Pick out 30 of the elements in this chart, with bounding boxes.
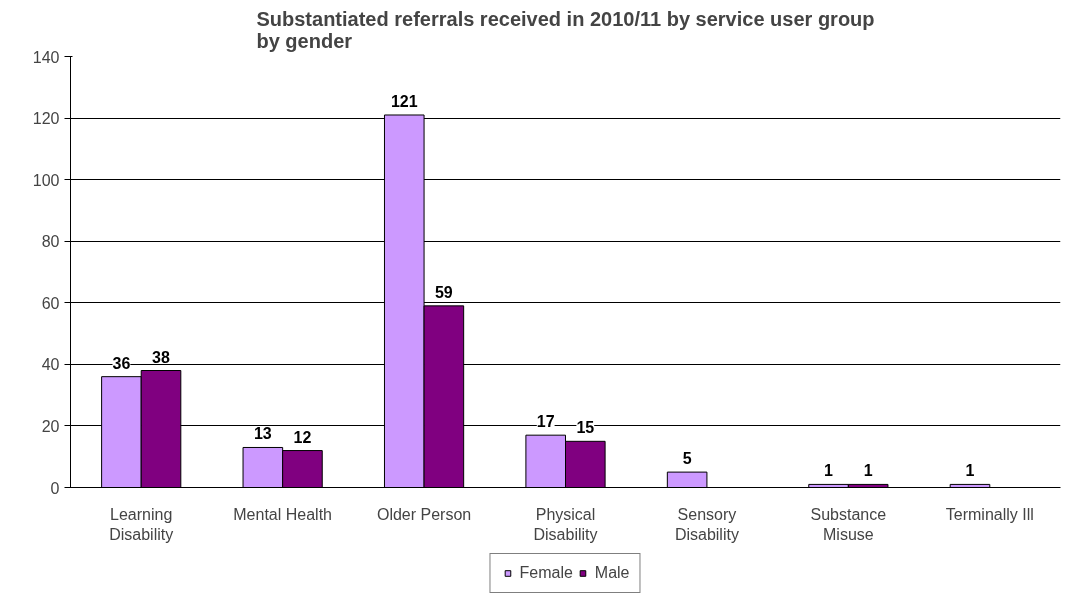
data-label: 59 [434, 283, 453, 301]
x-tick-label: Substance Misuse [810, 505, 887, 543]
data-label: 15 [576, 419, 595, 437]
y-tick-label: 100 [32, 171, 60, 189]
y-tick-label: 40 [41, 356, 60, 374]
data-label: 1 [965, 462, 975, 480]
x-tick-label: Mental Health [233, 505, 332, 523]
x-tick-label: Physical Disability [533, 505, 598, 543]
data-label: 1 [863, 462, 873, 480]
data-label: 17 [536, 413, 555, 431]
chart-title: Substantiated referrals received in 2010/11 by service user group by gender [256, 7, 875, 52]
y-tick-label: 60 [41, 294, 60, 312]
data-label: 121 [390, 92, 418, 110]
y-tick-label: 140 [32, 48, 60, 66]
y-tick-label: 0 [50, 479, 60, 497]
data-label: 38 [152, 348, 171, 366]
data-label: 12 [293, 428, 312, 446]
legend-label: Male [594, 563, 630, 582]
x-tick-label: Sensory Disability [674, 505, 739, 543]
x-tick-label: Older Person [376, 505, 472, 523]
data-label: 36 [112, 354, 131, 372]
legend-label: Female [519, 563, 573, 582]
y-tick-label: 20 [41, 417, 60, 435]
x-tick-label: Learning Disability [109, 505, 174, 543]
data-label: 5 [682, 450, 692, 468]
y-tick-label: 80 [41, 233, 60, 251]
x-tick-label: Terminally Ill [945, 505, 1034, 523]
data-label: 1 [824, 462, 834, 480]
y-tick-label: 120 [32, 110, 60, 128]
data-label: 13 [253, 425, 272, 443]
